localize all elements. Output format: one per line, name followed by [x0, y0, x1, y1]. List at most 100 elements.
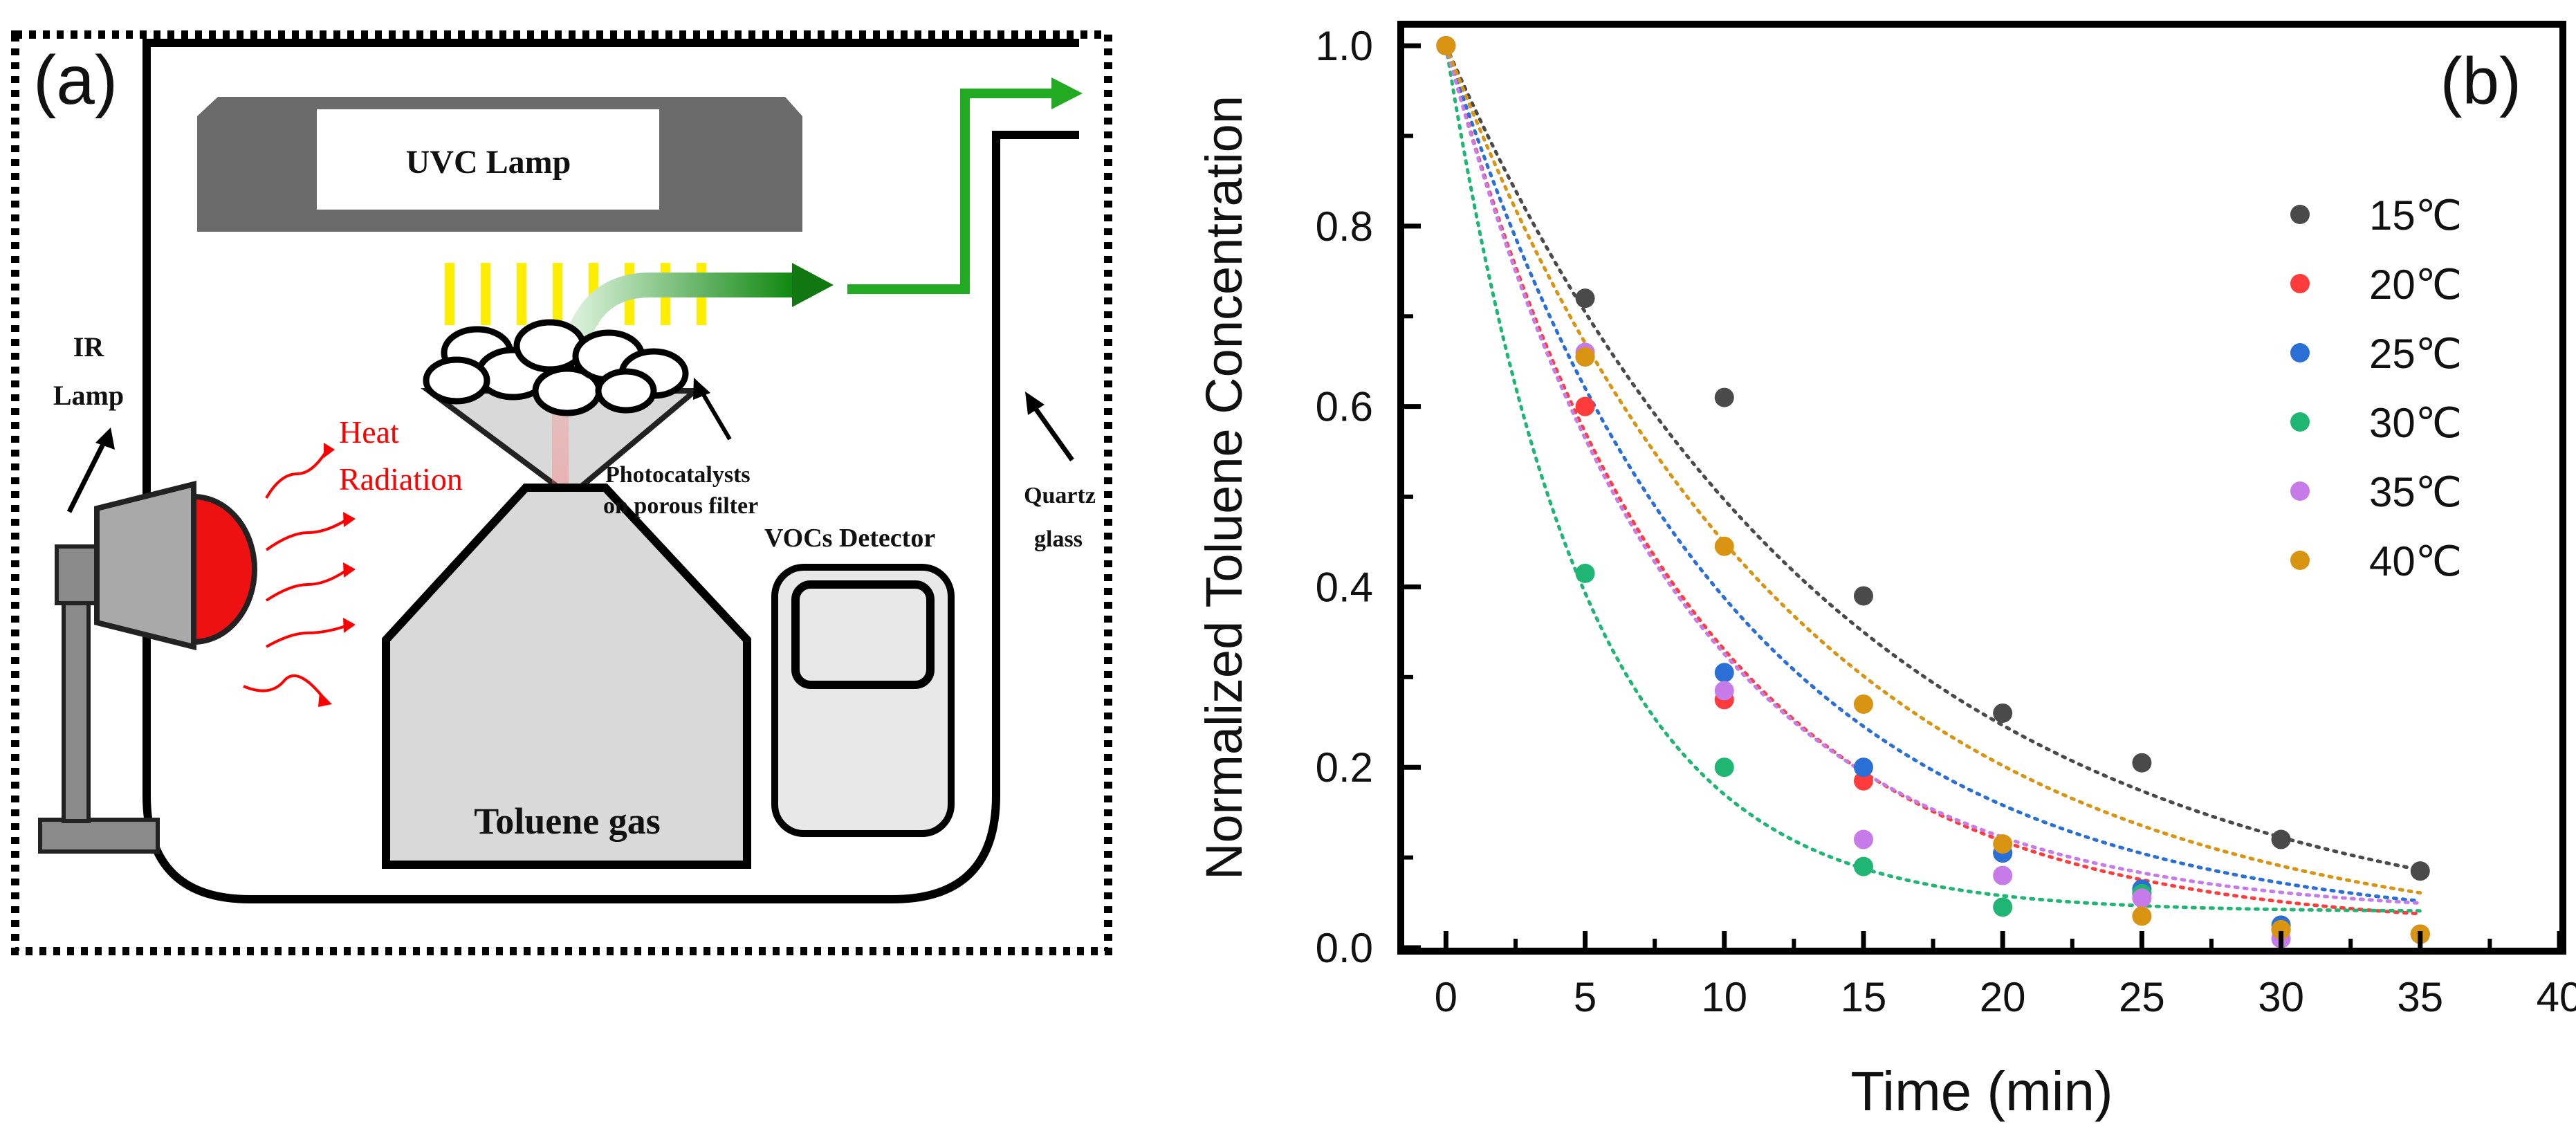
uvc-lamp-window	[317, 109, 659, 210]
toluene-container	[382, 484, 751, 869]
x-tick-label: 0	[1435, 974, 1457, 1020]
x-tick-label: 35	[2397, 974, 2443, 1020]
data-point	[2271, 829, 2291, 849]
x-tick-label: 5	[1574, 974, 1597, 1020]
data-point	[1993, 865, 2013, 885]
panel-b-chart: 0 5 10 15 20 25 30 35 40 0.0 0.2 0.4 0.6 0.8 1.0 (b) T…	[1195, 21, 2576, 1122]
y-tick-label: 0.4	[1316, 564, 1373, 610]
quartz-pointer-head	[1025, 392, 1045, 415]
x-tick-label: 30	[2258, 974, 2304, 1020]
data-point	[1853, 757, 1873, 778]
panel-a-label: (a)	[33, 42, 118, 119]
data-point	[2132, 888, 2152, 908]
photocatalyst-pointer-head	[693, 378, 710, 400]
y-tick-label: 1.0	[1316, 23, 1373, 69]
fit-curves	[1444, 44, 2422, 916]
panel-a-schematic: (a) UVC Lamp Toluene gas	[11, 30, 1112, 955]
y-tick-label: 0.2	[1316, 744, 1373, 791]
legend: 15℃ 20℃ 25℃ 30℃ 35℃ 40℃	[2290, 192, 2462, 585]
data-point	[1714, 387, 1734, 407]
data-point	[1853, 694, 1873, 714]
x-tick-label: 25	[2119, 974, 2165, 1020]
ir-lamp-bulb	[191, 493, 257, 645]
legend-label: 15℃	[2369, 192, 2462, 239]
data-point	[1993, 834, 2013, 854]
data-point	[1853, 771, 1873, 791]
quartz-label-line1: Quartz	[1024, 483, 1096, 508]
ir-lamp-stand	[62, 601, 91, 823]
legend-label: 20℃	[2369, 261, 2462, 308]
photocatalyst-pointer	[698, 387, 732, 441]
x-tick-label: 40	[2537, 974, 2576, 1020]
x-tick-label: 10	[1701, 974, 1747, 1020]
legend-marker	[2290, 551, 2310, 570]
x-axis-label: Time (min)	[1850, 1060, 2113, 1122]
photocatalyst-particles	[423, 319, 689, 416]
photocatalyst-label-line2: on porous filter	[603, 493, 758, 519]
ir-lamp-pointer-head	[95, 428, 115, 450]
data-point	[1575, 288, 1595, 309]
data-point	[1714, 757, 1734, 778]
plot-frame	[1397, 21, 2566, 955]
quartz-pointer	[1031, 403, 1074, 462]
data-points	[1436, 36, 2430, 948]
x-tick-label: 20	[1980, 974, 2026, 1020]
data-point	[2132, 753, 2152, 773]
fit-curve-30℃	[1444, 44, 2422, 913]
gas-flow-arrowhead	[792, 263, 834, 307]
y-tick-label: 0.6	[1316, 384, 1373, 430]
voc-detector-label: VOCs Detector	[764, 524, 935, 553]
panel-a-dotted-border	[11, 30, 1112, 955]
data-point	[1575, 347, 1595, 367]
ir-lamp-housing	[94, 480, 196, 651]
fit-curve-15℃	[1444, 44, 2422, 872]
axis-ticks: 0 5 10 15 20 25 30 35 40 0.0 0.2 0.4 0.6 0.8 1.0	[1316, 23, 2576, 1020]
data-point	[2132, 906, 2152, 926]
data-point	[1575, 396, 1595, 416]
toluene-gas-label: Toluene gas	[474, 800, 661, 842]
data-point	[1853, 586, 1873, 606]
x-tick-label: 15	[1841, 974, 1887, 1020]
outlet-flow-arrowhead	[1051, 77, 1083, 109]
photocatalyst-label-line1: Photocatalysts	[605, 462, 751, 488]
legend-marker	[2290, 274, 2310, 293]
data-point	[1993, 703, 2013, 723]
ir-lamp-base	[38, 818, 160, 854]
heat-radiation-arrowheads	[318, 443, 356, 707]
legend-label: 30℃	[2369, 400, 2462, 446]
y-tick-label: 0.8	[1316, 203, 1373, 250]
legend-marker	[2290, 481, 2310, 501]
fit-curve-25℃	[1444, 44, 2422, 903]
y-axis-label: Normalized Toluene Concentration	[1195, 95, 1253, 880]
legend-marker	[2290, 205, 2310, 224]
data-point	[2271, 919, 2291, 939]
voc-detector-screen	[791, 580, 935, 689]
legend-marker	[2290, 343, 2310, 362]
panel-b-label: (b)	[2440, 44, 2521, 118]
legend-label: 40℃	[2369, 538, 2462, 585]
uvc-lamp-label: UVC Lamp	[406, 144, 571, 181]
legend-label: 25℃	[2369, 331, 2462, 377]
data-point	[1575, 563, 1595, 583]
gas-flow-curve	[565, 273, 792, 343]
data-point	[1714, 663, 1734, 683]
outlet-flow-arrow	[847, 89, 1058, 294]
y-tick-label: 0.0	[1316, 925, 1373, 971]
data-point	[1853, 856, 1873, 876]
data-point	[1714, 536, 1734, 556]
heat-label-line1: Heat	[339, 414, 399, 450]
data-point	[1714, 681, 1734, 701]
ir-lamp-label-line2: Lamp	[53, 380, 124, 411]
heat-label-line2: Radiation	[339, 461, 463, 497]
fit-curve-35℃	[1444, 44, 2422, 905]
ir-lamp-pointer	[66, 441, 107, 513]
data-point	[1853, 829, 1873, 849]
data-point	[1993, 897, 2013, 917]
data-point	[2410, 861, 2430, 881]
legend-marker	[2290, 412, 2310, 432]
ir-lamp-label-line1: IR	[73, 331, 105, 362]
fit-curve-40℃	[1444, 44, 2422, 895]
legend-label: 35℃	[2369, 469, 2462, 515]
quartz-label-line2: glass	[1034, 526, 1083, 552]
